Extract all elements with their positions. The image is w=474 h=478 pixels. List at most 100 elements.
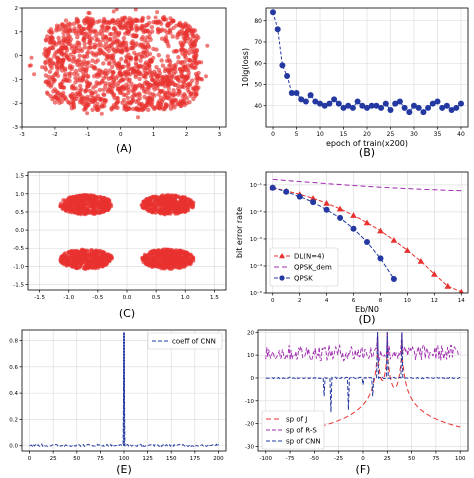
scatter-point xyxy=(103,198,108,203)
panel-D: 0 2 4 6 8 10 12 14 10⁻⁵ 10⁻⁴ 10⁻³ 10⁻² 10⁻¹ Eb/N0 bit … xyxy=(235,171,469,326)
legend-label: QPSK_dem xyxy=(294,264,332,272)
scatter-point xyxy=(68,93,73,99)
scatter-point xyxy=(173,254,177,259)
y-tick-label: 0.2 xyxy=(9,417,18,423)
loss-point xyxy=(284,73,291,79)
scatter-point xyxy=(73,86,79,91)
x-tick-label: 0 xyxy=(361,456,365,462)
scatter-point xyxy=(204,74,208,79)
scatter-point xyxy=(184,96,190,101)
scatter-point xyxy=(67,74,72,79)
scatter-point xyxy=(43,47,48,52)
y-tick-label: -1.0 xyxy=(13,264,24,270)
scatter-point xyxy=(100,264,105,269)
scatter-point xyxy=(138,102,143,107)
scatter-point xyxy=(54,93,59,98)
y-tick-label: 0.0 xyxy=(9,444,18,450)
scatter-point xyxy=(86,60,91,65)
scatter-point xyxy=(82,26,87,32)
ber-point xyxy=(309,195,317,201)
scatter-point xyxy=(146,87,151,92)
scatter-point xyxy=(42,51,47,56)
x-tick-label: -1.5 xyxy=(34,295,45,301)
scatter-point xyxy=(103,84,108,89)
scatter-point xyxy=(118,48,123,54)
scatter-point xyxy=(128,101,133,106)
scatter-point xyxy=(104,28,109,33)
scatter-point xyxy=(64,199,68,204)
scatter-point xyxy=(166,44,171,49)
scatter-point xyxy=(172,105,177,110)
scatter-point xyxy=(147,91,153,96)
scatter-point xyxy=(50,45,56,51)
plot-area-D xyxy=(269,178,464,293)
y-tick-label: 0 xyxy=(251,376,255,382)
y-tick-label: 0.6 xyxy=(9,365,18,371)
scatter-point xyxy=(71,255,76,260)
scatter-point xyxy=(108,83,113,88)
scatter-point xyxy=(82,45,87,50)
scatter-point xyxy=(178,48,183,53)
scatter-point xyxy=(163,38,168,43)
scatter-point xyxy=(116,63,122,68)
scatter-point xyxy=(84,264,89,269)
x-tick-label: 0 xyxy=(28,456,32,462)
scatter-point xyxy=(87,38,93,43)
scatter-point xyxy=(131,32,136,38)
scatter-point xyxy=(150,195,155,200)
loss-point xyxy=(288,90,295,96)
scatter-point xyxy=(72,26,77,31)
scatter-point xyxy=(82,259,87,264)
legend-label: QPSK xyxy=(294,275,313,283)
scatter-point xyxy=(94,37,99,43)
scatter-point xyxy=(142,81,148,86)
scatter-point xyxy=(114,49,119,54)
scatter-point xyxy=(105,255,110,259)
scatter-point xyxy=(121,64,126,69)
scatter-point xyxy=(167,73,172,79)
scatter-point xyxy=(186,73,191,78)
loss-point xyxy=(340,104,347,111)
scatter-point xyxy=(107,53,112,59)
scatter-point xyxy=(194,76,199,81)
scatter-point xyxy=(57,41,62,46)
scatter-point xyxy=(86,102,91,107)
scatter-point xyxy=(168,106,174,111)
scatter-point xyxy=(95,202,100,207)
scatter-point xyxy=(120,100,125,106)
scatter-point xyxy=(92,45,97,50)
scatter-point xyxy=(140,34,145,40)
scatter-point xyxy=(139,54,144,59)
x-tick-label: 10 xyxy=(404,298,411,304)
ber-point xyxy=(390,276,397,282)
scatter-point xyxy=(61,260,66,265)
scatter-point xyxy=(127,77,132,82)
scatter-point xyxy=(150,29,155,34)
scatter-point xyxy=(179,28,185,33)
scatter-point xyxy=(143,62,148,67)
scatter-point xyxy=(90,250,94,255)
x-tick-label: 0 xyxy=(119,132,123,138)
ber-line xyxy=(272,187,395,280)
x-tick-label: 25 xyxy=(384,456,391,462)
scatter-point xyxy=(99,69,105,75)
scatter-point xyxy=(62,203,67,208)
x-tick-label: 75 xyxy=(97,456,104,462)
scatter-point xyxy=(153,15,158,20)
scatter-point xyxy=(81,74,87,79)
ber-point xyxy=(350,225,357,232)
scatter-point xyxy=(149,204,154,209)
scatter-point xyxy=(111,78,117,83)
scatter-point xyxy=(99,111,104,116)
scatter-point xyxy=(155,10,160,15)
ber-point xyxy=(404,247,411,253)
scatter-point xyxy=(121,92,127,97)
legend-box xyxy=(269,247,339,287)
scatter-point xyxy=(159,99,164,105)
scatter-point xyxy=(140,256,145,261)
scatter-point xyxy=(62,74,68,79)
scatter-point xyxy=(156,248,160,253)
scatter-point xyxy=(126,90,131,96)
sp-rs-line xyxy=(265,332,461,362)
ber-point xyxy=(323,206,330,213)
